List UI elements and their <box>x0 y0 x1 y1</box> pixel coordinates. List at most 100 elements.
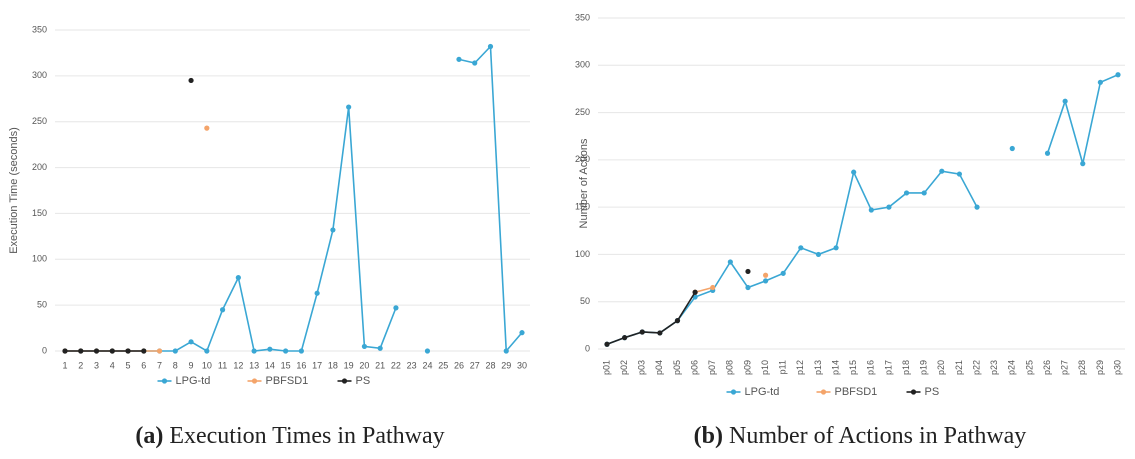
data-point <box>188 77 194 84</box>
data-point <box>472 60 478 66</box>
caption-text: Number of Actions in Pathway <box>729 423 1026 449</box>
x-tick-label: p05 <box>672 360 682 375</box>
data-point <box>1009 145 1015 152</box>
x-tick-label: p18 <box>901 360 911 375</box>
data-point <box>298 348 304 354</box>
data-point <box>1062 98 1068 104</box>
data-point <box>622 335 628 341</box>
y-tick-label: 100 <box>575 249 590 259</box>
data-point <box>519 330 525 336</box>
x-tick-label: p27 <box>1060 360 1070 375</box>
y-tick-label: 0 <box>42 345 47 355</box>
data-point <box>1080 161 1086 167</box>
x-tick-label: p10 <box>760 360 770 375</box>
data-point <box>851 169 857 175</box>
y-tick-label: 300 <box>575 60 590 70</box>
x-tick-label: 17 <box>312 360 322 370</box>
x-tick-label: 19 <box>344 360 354 370</box>
data-point <box>188 339 194 345</box>
x-tick-label: p26 <box>1042 360 1052 375</box>
x-tick-label: p14 <box>830 360 840 375</box>
data-point <box>361 343 368 350</box>
data-point <box>346 104 352 110</box>
legend-marker <box>910 389 917 395</box>
y-tick-label: 200 <box>32 162 47 172</box>
x-tick-label: p03 <box>637 360 647 375</box>
x-tick-label: p16 <box>866 360 876 375</box>
x-tick-label: 22 <box>391 360 401 370</box>
x-tick-label: 26 <box>454 360 464 370</box>
data-point <box>692 289 698 295</box>
data-point <box>62 348 68 354</box>
y-tick-label: 150 <box>32 208 47 218</box>
data-point <box>172 348 178 354</box>
x-tick-label: 15 <box>281 360 291 370</box>
x-tick-label: p23 <box>989 360 999 375</box>
x-tick-label: 7 <box>157 360 162 370</box>
x-tick-label: 8 <box>173 360 178 370</box>
data-point <box>833 245 839 251</box>
data-point <box>1097 79 1103 85</box>
x-tick-label: 9 <box>189 360 194 370</box>
y-tick-label: 350 <box>32 24 47 34</box>
series-line <box>695 275 765 292</box>
x-tick-label: 14 <box>265 360 275 370</box>
series-line <box>65 128 207 351</box>
x-tick-label: p12 <box>795 360 805 375</box>
x-tick-label: p02 <box>619 360 629 375</box>
x-tick-label: p30 <box>1112 360 1122 375</box>
data-point <box>456 56 462 62</box>
legend-label: PBFSD1 <box>266 375 309 387</box>
data-point <box>314 290 320 296</box>
legend-label: PS <box>925 386 940 398</box>
x-tick-label: 10 <box>202 360 212 370</box>
x-tick-label: p11 <box>778 360 788 374</box>
data-point <box>235 275 241 281</box>
y-tick-label: 350 <box>575 12 590 22</box>
x-tick-label: p22 <box>971 360 981 375</box>
caption-text: Execution Times in Pathway <box>169 423 444 449</box>
data-point <box>692 294 698 300</box>
x-tick-label: p06 <box>689 360 699 375</box>
data-point <box>204 348 210 354</box>
data-point <box>921 190 927 196</box>
x-tick-label: p24 <box>1007 360 1017 375</box>
data-point <box>657 330 663 336</box>
data-point <box>251 348 257 354</box>
y-axis-title: Execution Time (seconds) <box>8 127 20 254</box>
caption: (b) Number of Actions in Pathway <box>694 423 1027 449</box>
x-tick-label: p29 <box>1095 360 1105 375</box>
data-point <box>125 348 131 354</box>
legend-label: LPG-td <box>745 386 780 398</box>
x-tick-label: p07 <box>707 360 717 375</box>
data-point <box>762 278 769 284</box>
data-point <box>283 348 289 354</box>
legend-marker <box>341 378 348 384</box>
data-point <box>974 204 980 210</box>
x-tick-label: 12 <box>233 360 243 370</box>
data-point <box>78 348 84 354</box>
x-tick-label: p15 <box>848 360 858 375</box>
x-tick-label: p17 <box>883 360 893 375</box>
caption-label: (a) <box>135 423 163 449</box>
legend-label: PS <box>356 375 371 387</box>
data-point <box>674 318 681 324</box>
x-tick-label: 18 <box>328 360 338 370</box>
x-tick-label: p20 <box>936 360 946 375</box>
x-tick-label: 28 <box>485 360 495 370</box>
data-point <box>487 43 494 50</box>
y-tick-label: 250 <box>32 116 47 126</box>
series-line <box>65 80 191 351</box>
x-tick-label: 11 <box>218 360 227 370</box>
data-point <box>156 348 163 354</box>
x-tick-label: 21 <box>375 360 385 370</box>
x-tick-label: p28 <box>1077 360 1087 375</box>
data-point <box>267 346 273 352</box>
x-tick-label: 3 <box>94 360 99 370</box>
x-tick-label: 29 <box>501 360 511 370</box>
x-tick-label: 25 <box>438 360 448 370</box>
data-point <box>639 329 645 335</box>
x-tick-label: 30 <box>517 360 527 370</box>
x-tick-label: p21 <box>954 360 964 375</box>
